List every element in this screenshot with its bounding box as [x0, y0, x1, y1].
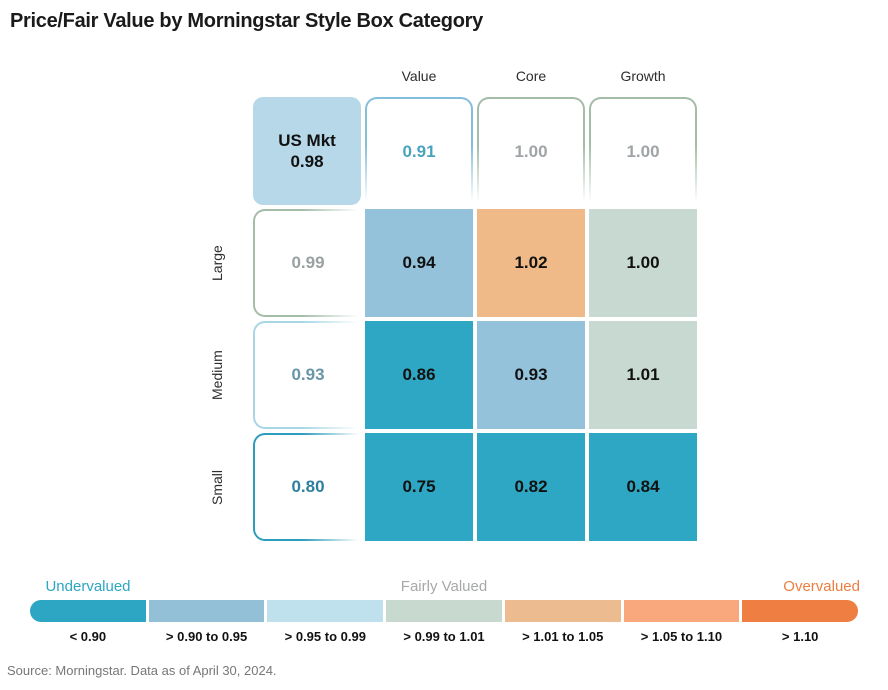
us-market-text: US Mkt 0.98 [278, 130, 336, 173]
source-note: Source: Morningstar. Data as of April 30… [7, 663, 277, 678]
row-header-medium: Medium [209, 350, 225, 400]
legend-segment [742, 600, 859, 622]
cell-large-growth: 1.00 [589, 209, 697, 317]
us-market-value: 0.98 [290, 152, 324, 171]
col-total-growth: 1.00 [589, 97, 697, 205]
col-total-growth-number: 1.00 [591, 99, 695, 205]
legend-range-label: > 0.99 to 1.01 [403, 629, 485, 644]
row-total-large: 0.99 [253, 209, 361, 317]
cell-large-core: 1.02 [477, 209, 585, 317]
legend-range-labels: < 0.90 > 0.90 to 0.95 > 0.95 to 0.99 > 0… [30, 629, 858, 644]
legend-label-overvalued: Overvalued [783, 578, 860, 595]
col-total-core-number: 1.00 [479, 99, 583, 205]
legend-segment [267, 600, 384, 622]
column-header-growth: Growth [620, 68, 666, 84]
row-header-small: Small [209, 469, 225, 505]
legend-range-label: > 1.05 to 1.10 [640, 629, 723, 644]
legend-segment [386, 600, 502, 622]
cell-medium-growth: 1.01 [589, 321, 697, 429]
row-total-large-number: 0.99 [255, 211, 361, 315]
legend-segment [623, 600, 740, 622]
col-total-core: 1.00 [477, 97, 585, 205]
legend-range-label: > 1.01 to 1.05 [522, 629, 604, 644]
column-header-core: Core [515, 68, 547, 84]
row-total-medium-number: 0.93 [255, 323, 361, 427]
us-market-cell: US Mkt 0.98 [253, 97, 361, 205]
style-box-grid: US Mkt 0.98 0.91 1.00 1.00 0.99 0.94 1.0… [253, 97, 697, 541]
legend-segment [148, 600, 265, 622]
row-total-small-number: 0.80 [255, 435, 361, 539]
chart-title: Price/Fair Value by Morningstar Style Bo… [10, 10, 483, 32]
column-header-value: Value [401, 68, 437, 84]
legend-label-undervalued: Undervalued [45, 578, 131, 595]
row-header-large: Large [209, 245, 225, 281]
col-total-value-number: 0.91 [367, 99, 471, 205]
legend-segment [504, 600, 621, 622]
cell-medium-core: 0.93 [477, 321, 585, 429]
cell-small-value: 0.75 [365, 433, 473, 541]
cell-small-core: 0.82 [477, 433, 585, 541]
us-market-label: US Mkt [278, 130, 336, 150]
legend-range-label: > 1.10 [781, 629, 819, 644]
legend-label-fairly-valued: Fairly Valued [400, 578, 488, 595]
row-total-small: 0.80 [253, 433, 361, 541]
legend-range-label: > 0.95 to 0.99 [284, 629, 366, 644]
legend-range-label: > 0.90 to 0.95 [165, 629, 248, 644]
row-total-medium: 0.93 [253, 321, 361, 429]
cell-medium-value: 0.86 [365, 321, 473, 429]
legend-segment [30, 600, 146, 622]
cell-large-value: 0.94 [365, 209, 473, 317]
legend-color-bar [30, 600, 859, 622]
cell-small-growth: 0.84 [589, 433, 697, 541]
legend-range-label: < 0.90 [69, 629, 107, 644]
col-total-value: 0.91 [365, 97, 473, 205]
